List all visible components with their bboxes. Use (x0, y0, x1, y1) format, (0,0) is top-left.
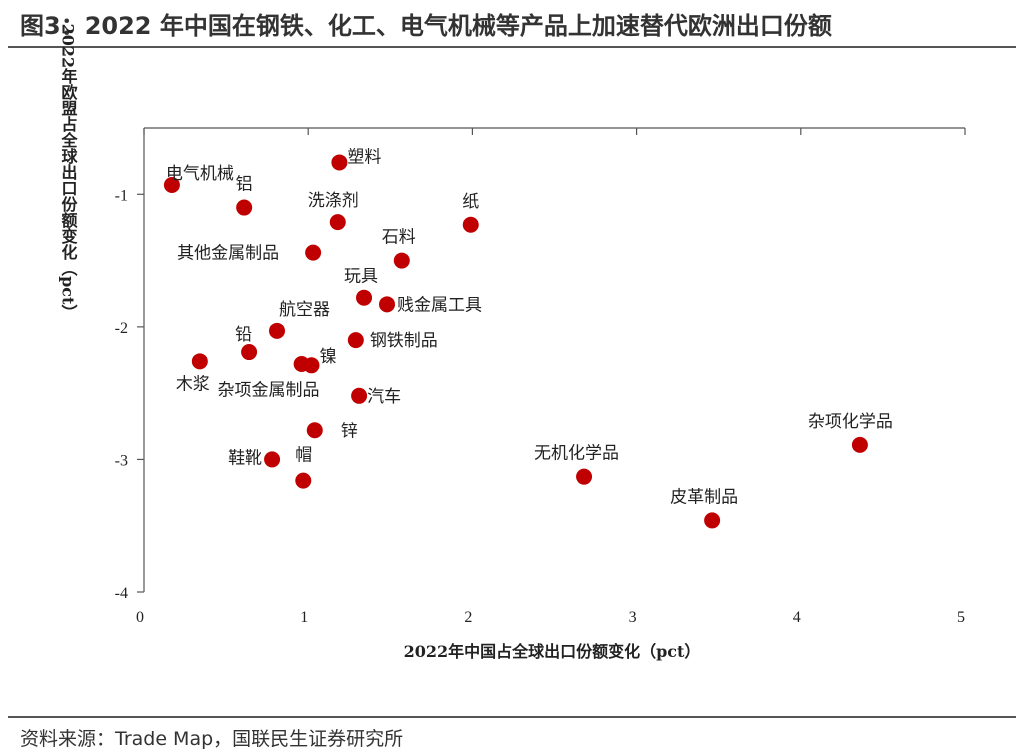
x-axis-title: 2022年中国占全球出口份额变化（pct） (404, 642, 701, 661)
data-point (329, 214, 346, 231)
footer-divider (8, 716, 1016, 718)
point-label: 鞋靴 (228, 448, 262, 468)
point-label: 杂项化学品 (808, 412, 893, 432)
data-point (264, 451, 281, 468)
point-label: 帽 (295, 446, 312, 466)
x-tick-label: 5 (957, 609, 965, 626)
data-point (306, 422, 323, 439)
point-label: 其他金属制品 (177, 244, 279, 264)
chart-ticks: 0 1 2 3 4 5 -1 -2 -3 -4 (115, 128, 966, 626)
point-label: 铅 (235, 325, 252, 345)
data-point (576, 468, 593, 485)
point-label: 航空器 (279, 300, 330, 320)
x-tick-label: 1 (300, 609, 308, 626)
data-point (462, 216, 479, 233)
point-label: 杂项金属制品 (217, 380, 319, 400)
point-label: 电气机械 (166, 164, 234, 184)
data-point (356, 289, 373, 306)
y-tick-label: -1 (115, 187, 128, 204)
point-label: 皮革制品 (670, 487, 738, 507)
data-point (163, 177, 180, 194)
point-label: 玩具 (344, 267, 378, 287)
chart-points (163, 154, 868, 529)
point-label: 钢铁制品 (370, 331, 438, 351)
chart-axes (143, 127, 965, 592)
source-note: 资料来源：Trade Map，国联民生证券研究所 (20, 728, 404, 750)
point-label: 贱金属工具 (397, 295, 482, 315)
point-label: 塑料 (347, 147, 381, 167)
point-label: 纸 (462, 192, 479, 212)
point-label: 镍 (320, 347, 337, 367)
data-point (305, 244, 322, 261)
data-point (704, 512, 721, 529)
data-point (191, 353, 208, 370)
data-point (331, 154, 348, 171)
data-point (236, 199, 253, 216)
point-label: 洗涤剂 (308, 191, 359, 211)
figure-title: 图3：2022 年中国在钢铁、化工、电气机械等产品上加速替代欧洲出口份额 (20, 12, 832, 40)
x-tick-label: 3 (629, 609, 637, 626)
title-divider (8, 46, 1016, 48)
point-label: 木浆 (176, 374, 210, 394)
data-point (241, 344, 258, 361)
y-axis-title: 2022年欧盟占全球出口份额变化（pct） (59, 24, 79, 321)
data-point (379, 296, 396, 313)
data-point (351, 387, 368, 404)
point-label: 铝 (236, 175, 253, 195)
y-tick-label: -2 (115, 320, 128, 337)
data-point (851, 436, 868, 453)
x-tick-label: 2 (464, 609, 472, 626)
data-point (347, 332, 364, 349)
point-label: 汽车 (367, 387, 401, 407)
data-point (393, 252, 410, 269)
data-point (269, 322, 286, 339)
data-point (303, 357, 320, 374)
point-label: 石料 (382, 228, 416, 248)
data-point (295, 472, 312, 489)
y-tick-label: -4 (115, 585, 128, 602)
point-label: 无机化学品 (534, 444, 619, 464)
y-tick-label: -3 (115, 452, 128, 469)
point-label: 锌 (341, 421, 358, 441)
x-tick-label: 4 (793, 609, 801, 626)
x-tick-label: 0 (136, 609, 144, 626)
